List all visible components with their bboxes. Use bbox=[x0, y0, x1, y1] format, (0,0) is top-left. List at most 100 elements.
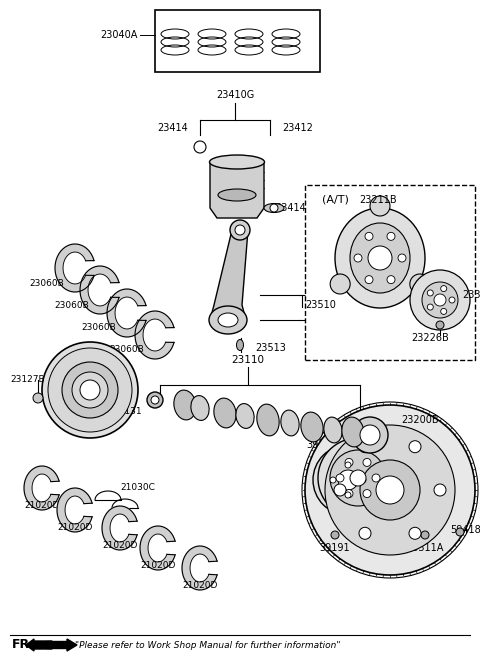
FancyArrow shape bbox=[26, 639, 52, 651]
Circle shape bbox=[235, 225, 245, 235]
Text: 23410G: 23410G bbox=[216, 90, 254, 100]
Circle shape bbox=[434, 294, 446, 306]
Circle shape bbox=[370, 196, 390, 216]
Circle shape bbox=[336, 474, 344, 482]
Text: 21020D: 21020D bbox=[140, 561, 176, 571]
Ellipse shape bbox=[218, 313, 238, 327]
Circle shape bbox=[441, 309, 447, 314]
Text: 23510: 23510 bbox=[305, 300, 336, 310]
Polygon shape bbox=[135, 311, 174, 359]
Circle shape bbox=[338, 470, 358, 490]
Text: "Please refer to Work Shop Manual for further information": "Please refer to Work Shop Manual for fu… bbox=[75, 641, 340, 650]
Circle shape bbox=[368, 246, 392, 270]
Text: 23212: 23212 bbox=[349, 438, 381, 448]
Circle shape bbox=[330, 450, 386, 506]
Bar bbox=[155, 10, 320, 72]
Circle shape bbox=[360, 425, 380, 445]
Circle shape bbox=[350, 470, 366, 486]
Circle shape bbox=[80, 380, 100, 400]
Polygon shape bbox=[210, 162, 264, 218]
Circle shape bbox=[410, 274, 430, 294]
Text: 23412: 23412 bbox=[282, 123, 313, 133]
Ellipse shape bbox=[350, 223, 410, 293]
Circle shape bbox=[330, 274, 350, 294]
Text: 39190A: 39190A bbox=[306, 440, 344, 450]
Circle shape bbox=[194, 141, 206, 153]
Circle shape bbox=[318, 438, 398, 518]
Ellipse shape bbox=[147, 392, 163, 408]
Circle shape bbox=[359, 441, 371, 453]
Text: 23040A: 23040A bbox=[101, 30, 138, 40]
Polygon shape bbox=[140, 526, 175, 570]
Circle shape bbox=[33, 393, 43, 403]
Circle shape bbox=[363, 458, 371, 466]
Text: 23414: 23414 bbox=[275, 203, 306, 213]
Circle shape bbox=[313, 445, 383, 515]
Ellipse shape bbox=[218, 189, 256, 201]
Polygon shape bbox=[24, 466, 59, 510]
Text: 23131: 23131 bbox=[114, 407, 142, 417]
Polygon shape bbox=[210, 230, 248, 320]
Ellipse shape bbox=[237, 339, 243, 350]
Text: 23211B: 23211B bbox=[359, 195, 397, 205]
Text: 21020D: 21020D bbox=[182, 582, 218, 591]
Circle shape bbox=[365, 276, 373, 284]
Circle shape bbox=[360, 477, 366, 483]
Text: 23226B: 23226B bbox=[411, 333, 449, 343]
Text: 23060B: 23060B bbox=[55, 301, 89, 310]
Circle shape bbox=[345, 492, 351, 498]
Circle shape bbox=[354, 254, 362, 262]
Polygon shape bbox=[57, 488, 92, 532]
Circle shape bbox=[421, 531, 429, 539]
Text: (A/T): (A/T) bbox=[322, 195, 348, 205]
Text: 21020D: 21020D bbox=[24, 502, 60, 510]
Text: 23110: 23110 bbox=[231, 355, 264, 365]
Circle shape bbox=[345, 458, 353, 466]
Text: 59418: 59418 bbox=[450, 525, 480, 535]
Polygon shape bbox=[107, 289, 146, 337]
Circle shape bbox=[434, 484, 446, 496]
Circle shape bbox=[398, 254, 406, 262]
Circle shape bbox=[230, 220, 250, 240]
Bar bbox=[305, 185, 475, 360]
Circle shape bbox=[330, 477, 336, 483]
Text: 39191: 39191 bbox=[320, 543, 350, 553]
Circle shape bbox=[345, 462, 351, 468]
Circle shape bbox=[334, 484, 346, 496]
Circle shape bbox=[305, 405, 475, 575]
Ellipse shape bbox=[324, 417, 342, 443]
Circle shape bbox=[376, 476, 404, 504]
Ellipse shape bbox=[236, 403, 254, 428]
Text: 23414: 23414 bbox=[157, 123, 188, 133]
Polygon shape bbox=[102, 506, 137, 550]
Text: 23060B: 23060B bbox=[82, 324, 116, 333]
Circle shape bbox=[427, 304, 433, 310]
Text: 23311B: 23311B bbox=[462, 290, 480, 300]
Circle shape bbox=[409, 527, 421, 539]
Ellipse shape bbox=[151, 396, 159, 404]
Ellipse shape bbox=[209, 155, 264, 169]
Text: 21030C: 21030C bbox=[120, 483, 156, 493]
Circle shape bbox=[325, 425, 455, 555]
Circle shape bbox=[456, 528, 464, 536]
Ellipse shape bbox=[257, 404, 279, 436]
Circle shape bbox=[387, 276, 395, 284]
Text: 23124B: 23124B bbox=[63, 375, 97, 384]
Circle shape bbox=[410, 270, 470, 330]
Circle shape bbox=[365, 233, 373, 240]
Circle shape bbox=[387, 233, 395, 240]
Ellipse shape bbox=[342, 417, 364, 447]
Ellipse shape bbox=[301, 412, 323, 442]
Ellipse shape bbox=[335, 208, 425, 308]
Polygon shape bbox=[80, 266, 119, 314]
Ellipse shape bbox=[264, 204, 284, 212]
Text: 23311A: 23311A bbox=[406, 543, 444, 553]
Circle shape bbox=[48, 348, 132, 432]
Circle shape bbox=[359, 527, 371, 539]
Text: 21020D: 21020D bbox=[57, 523, 93, 533]
Circle shape bbox=[345, 489, 353, 498]
Polygon shape bbox=[55, 244, 94, 292]
Text: 23513: 23513 bbox=[255, 343, 286, 353]
Circle shape bbox=[42, 342, 138, 438]
Ellipse shape bbox=[214, 398, 236, 428]
